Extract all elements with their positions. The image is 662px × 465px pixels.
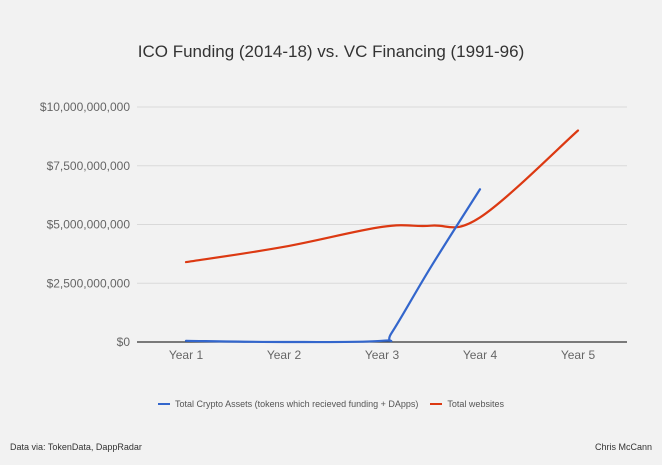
x-tick-label: Year 4 xyxy=(463,348,498,362)
x-tick-label: Year 3 xyxy=(365,348,400,362)
legend-label-crypto: Total Crypto Assets (tokens which reciev… xyxy=(175,399,419,409)
y-tick-label: $2,500,000,000 xyxy=(47,276,131,290)
legend-swatch-crypto xyxy=(158,403,171,405)
data-source-note: Data via: TokenData, DappRadar xyxy=(10,442,142,452)
x-tick-label: Year 1 xyxy=(169,348,204,362)
y-tick-label: $0 xyxy=(117,335,131,349)
legend-swatch-websites xyxy=(430,403,443,405)
legend-item-websites: Total websites xyxy=(430,399,504,409)
series-line-crypto-assets xyxy=(184,188,482,344)
legend-item-crypto: Total Crypto Assets (tokens which reciev… xyxy=(158,399,418,409)
x-tick-label: Year 2 xyxy=(267,348,302,362)
legend-label-websites: Total websites xyxy=(447,399,504,409)
y-tick-label: $7,500,000,000 xyxy=(47,159,131,173)
y-tick-label: $5,000,000,000 xyxy=(47,218,131,232)
x-tick-label: Year 5 xyxy=(561,348,596,362)
chart-title: ICO Funding (2014-18) vs. VC Financing (… xyxy=(137,42,525,61)
y-tick-label: $10,000,000,000 xyxy=(40,100,130,114)
series-line-total-websites xyxy=(184,129,580,264)
chart-legend: Total Crypto Assets (tokens which reciev… xyxy=(0,399,662,409)
author-credit: Chris McCann xyxy=(594,442,652,452)
